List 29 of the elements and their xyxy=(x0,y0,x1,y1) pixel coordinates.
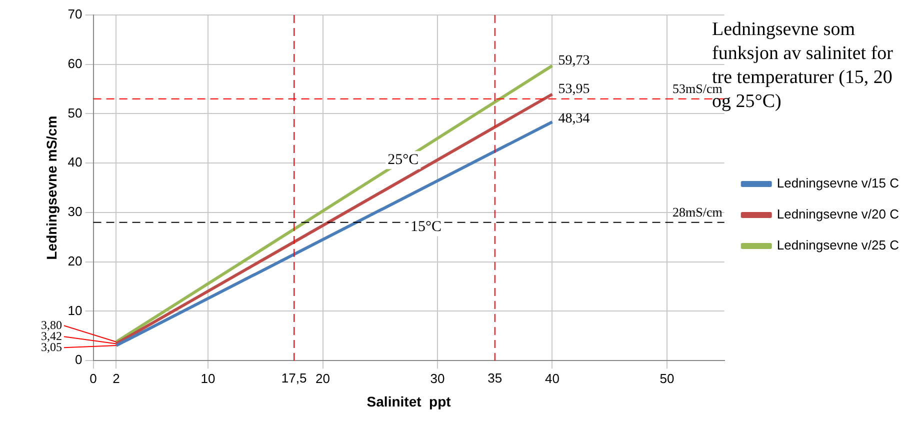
data-label: 3,80 xyxy=(41,318,62,332)
y-tick-label: 60 xyxy=(68,56,82,71)
legend-label: Ledningsevne v/20 C xyxy=(776,206,900,222)
y-tick-label: 40 xyxy=(68,154,82,170)
x-tick-label: 10 xyxy=(200,370,216,386)
data-label: 48,34 xyxy=(558,112,590,127)
x-tick-label: 2 xyxy=(112,370,120,386)
x-tick-label: 30 xyxy=(430,370,445,386)
x-tick-label: 50 xyxy=(660,370,674,386)
ref-line-label: 28mS/cm xyxy=(672,204,722,220)
y-tick-label: 70 xyxy=(68,6,82,22)
data-label: 53,95 xyxy=(558,82,590,97)
y-tick-label: 30 xyxy=(68,204,82,220)
x-tick-label: 40 xyxy=(545,370,560,386)
y-tick-label: 10 xyxy=(68,302,82,318)
x-tick-label: 0 xyxy=(90,370,97,386)
ref-line-label: 17,5 xyxy=(281,370,307,386)
y-tick-label: 20 xyxy=(68,253,82,268)
annotation: 25°C xyxy=(388,152,419,168)
legend-label: Ledningsevne v/25 C xyxy=(776,238,900,253)
legend-label: Ledningsevne v/15 C xyxy=(776,176,900,191)
annotation: 15°C xyxy=(410,219,442,236)
ref-line-label: 35 xyxy=(488,370,502,386)
data-label: 59,73 xyxy=(558,53,590,68)
x-tick-label: 20 xyxy=(316,370,330,386)
x-axis-title: Salinitet ppt xyxy=(366,393,452,410)
y-tick-label: 0 xyxy=(75,352,82,368)
y-axis-title: Ledningsevne mS/cm xyxy=(43,116,60,260)
y-tick-label: 50 xyxy=(68,105,82,120)
